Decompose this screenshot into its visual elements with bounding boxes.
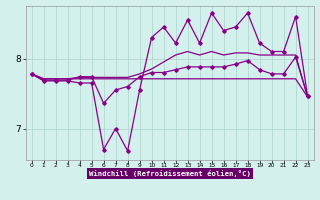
X-axis label: Windchill (Refroidissement éolien,°C): Windchill (Refroidissement éolien,°C) (89, 170, 251, 177)
